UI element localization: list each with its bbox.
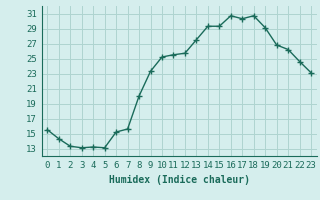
X-axis label: Humidex (Indice chaleur): Humidex (Indice chaleur)	[109, 175, 250, 185]
